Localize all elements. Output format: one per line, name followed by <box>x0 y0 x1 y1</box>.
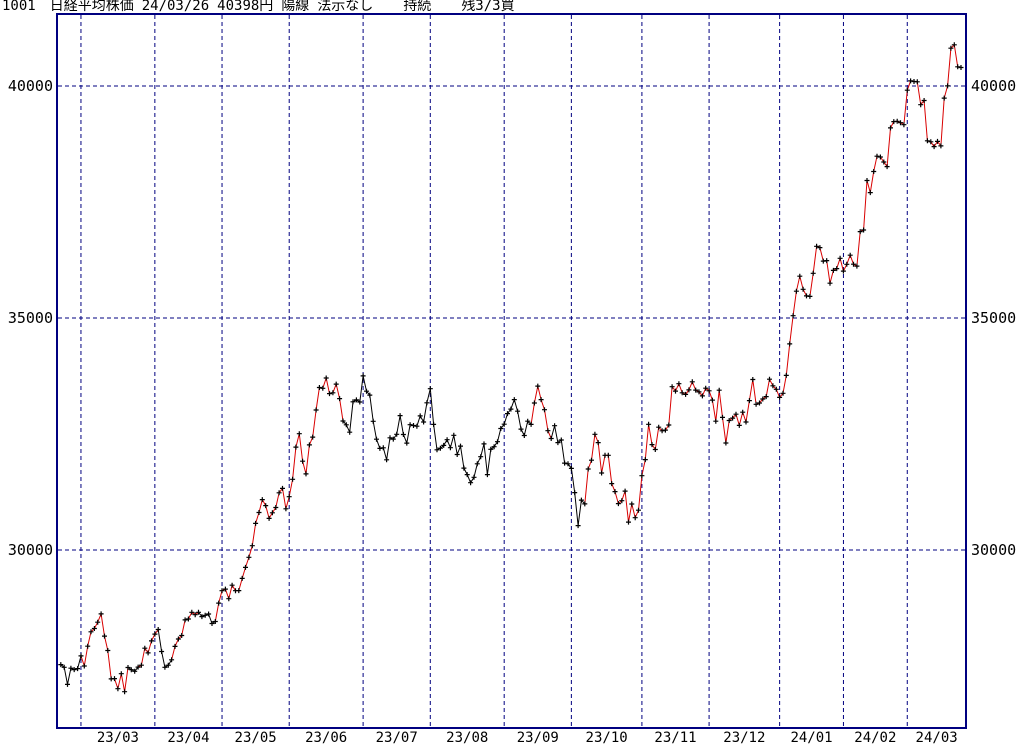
plot-border-rect <box>56 13 967 729</box>
x-axis-label: 23/12 <box>723 730 765 745</box>
data-point-markers <box>58 42 964 695</box>
x-axis-label: 23/09 <box>517 730 559 745</box>
x-axis-labels: 23/03 23/04 23/05 23/06 23/07 23/08 23/09 23/10… <box>97 730 958 745</box>
x-axis-label: 23/05 <box>235 730 277 745</box>
position-label: 残3/3買 <box>461 0 515 14</box>
stock-name: 日経平均株価 <box>49 0 134 14</box>
y-axis-label-left: 35000 <box>8 309 53 327</box>
quote-date: 24/03/26 <box>141 0 210 14</box>
x-axis-label: 24/03 <box>916 730 958 745</box>
price-series <box>60 44 962 692</box>
plot-border <box>56 13 967 729</box>
status-label: 持続 <box>403 0 432 14</box>
quote-price: 40398円 <box>217 0 274 14</box>
y-axis-label-left: 30000 <box>8 541 53 559</box>
y-axis-label-right: 30000 <box>971 541 1016 559</box>
x-axis-label: 23/04 <box>167 730 209 745</box>
x-axis-label: 24/02 <box>854 730 896 745</box>
candle-type: 陽線 <box>281 0 310 14</box>
x-axis-label: 23/08 <box>446 730 488 745</box>
series-up-segments <box>80 44 962 692</box>
vertical-gridlines <box>80 15 908 727</box>
signal-label: 法示なし <box>317 0 374 14</box>
x-axis-label: 23/10 <box>586 730 628 745</box>
y-axis-labels: 40000 40000 35000 35000 30000 30000 <box>8 77 1016 559</box>
x-axis-label: 23/07 <box>376 730 418 745</box>
y-axis-label-right: 35000 <box>971 309 1016 327</box>
horizontal-gridlines <box>58 85 965 551</box>
chart-title-bar: 1001 日経平均株価 24/03/26 40398円 陽線 法示なし 持続 残3/3買 <box>2 0 515 14</box>
y-axis-label-right: 40000 <box>971 77 1016 95</box>
y-axis-label-left: 40000 <box>8 77 53 95</box>
plus-markers <box>58 42 964 695</box>
x-axis-label: 23/11 <box>654 730 696 745</box>
x-axis-label: 24/01 <box>790 730 832 745</box>
stock-code: 1001 <box>2 0 36 14</box>
series-down-segments <box>60 375 586 685</box>
x-axis-label: 23/06 <box>305 730 347 745</box>
x-axis-label: 23/03 <box>97 730 139 745</box>
